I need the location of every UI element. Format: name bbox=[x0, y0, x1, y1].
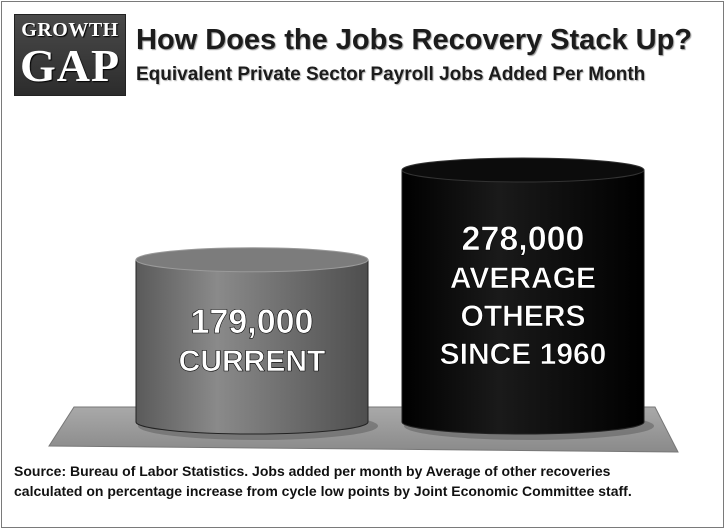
bar-caption-line: SINCE 1960 bbox=[440, 338, 607, 371]
bar-caption-line: CURRENT bbox=[179, 345, 326, 378]
logo-line-2: GAP bbox=[19, 40, 121, 91]
chart-subtitle: Equivalent Private Sector Payroll Jobs A… bbox=[136, 64, 646, 85]
bar-caption-line: OTHERS bbox=[460, 300, 585, 333]
chart-title: How Does the Jobs Recovery Stack Up? bbox=[136, 24, 692, 56]
source-line-2: calculated on percentage increase from c… bbox=[14, 483, 632, 499]
bars-layer: 179,000 CURRENT 278,000 AVERAGE OTHERS SINCE … bbox=[135, 157, 654, 440]
growth-gap-logo: GROWTH GAP bbox=[14, 14, 126, 96]
bar-0: 179,000 CURRENT bbox=[135, 247, 378, 440]
bar-top bbox=[135, 247, 369, 273]
source-line-1: Source: Bureau of Labor Statistics. Jobs… bbox=[14, 463, 611, 479]
bar-value-label: 179,000 bbox=[191, 303, 314, 341]
bar-body bbox=[135, 259, 369, 435]
logo-line-1: GROWTH bbox=[21, 19, 119, 41]
bar-caption-line: AVERAGE bbox=[450, 262, 596, 295]
bar-chart: 179,000 CURRENT 278,000 AVERAGE OTHERS SINCE … bbox=[48, 157, 679, 453]
bar-1: 278,000 AVERAGE OTHERS SINCE 1960 bbox=[401, 157, 654, 440]
bar-value-label: 278,000 bbox=[462, 220, 585, 258]
bar-top bbox=[401, 157, 645, 183]
source-note: Source: Bureau of Labor Statistics. Jobs… bbox=[14, 461, 714, 501]
bar-body bbox=[401, 169, 645, 435]
